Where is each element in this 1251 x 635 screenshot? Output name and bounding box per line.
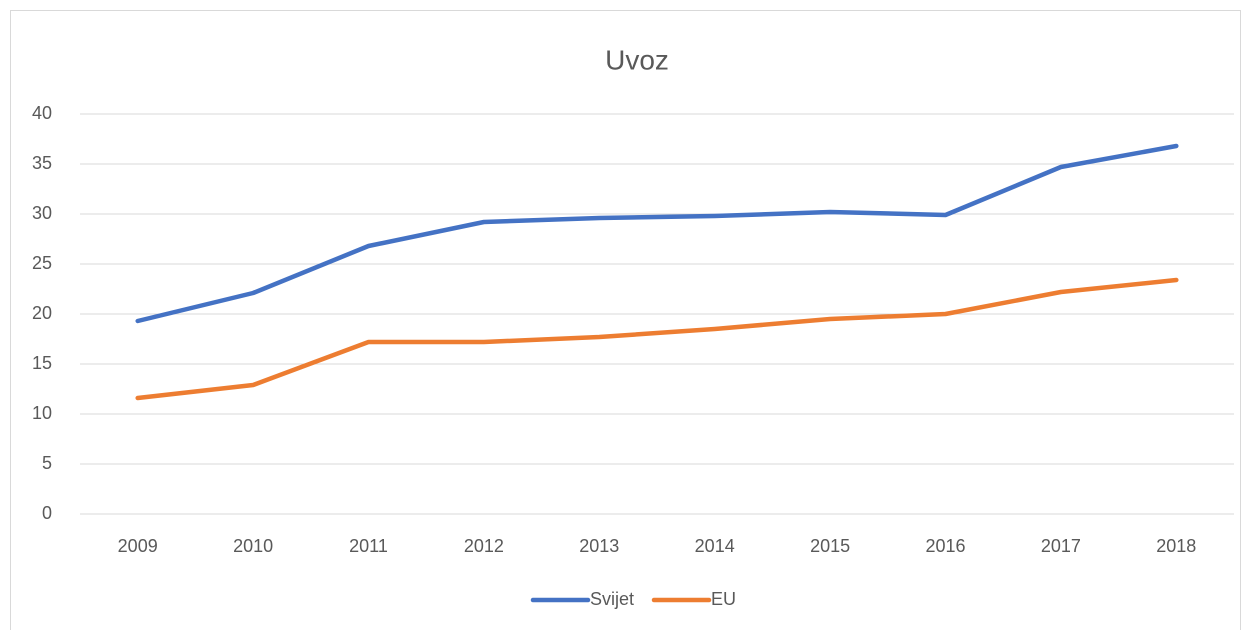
x-tick-label: 2016 — [925, 536, 965, 556]
x-tick-label: 2014 — [695, 536, 735, 556]
y-tick-label: 15 — [32, 353, 52, 373]
y-tick-label: 10 — [32, 403, 52, 423]
x-tick-label: 2013 — [579, 536, 619, 556]
x-tick-label: 2011 — [349, 536, 388, 556]
x-tick-label: 2010 — [233, 536, 273, 556]
x-tick-label: 2009 — [118, 536, 158, 556]
x-tick-label: 2018 — [1156, 536, 1196, 556]
x-tick-label: 2015 — [810, 536, 850, 556]
y-tick-label: 25 — [32, 253, 52, 273]
y-tick-label: 0 — [42, 503, 52, 523]
y-tick-label: 20 — [32, 303, 52, 323]
y-tick-label: 30 — [32, 203, 52, 223]
y-tick-label: 5 — [42, 453, 52, 473]
y-tick-label: 40 — [32, 103, 52, 123]
x-tick-label: 2012 — [464, 536, 504, 556]
data-line — [135, 277, 1179, 401]
legend-label: Svijet — [590, 589, 634, 609]
chart-title: Uvoz — [605, 44, 669, 75]
y-tick-label: 35 — [32, 153, 52, 173]
x-tick-label: 2017 — [1041, 536, 1081, 556]
data-line — [135, 143, 1179, 324]
legend-label: EU — [711, 589, 736, 609]
